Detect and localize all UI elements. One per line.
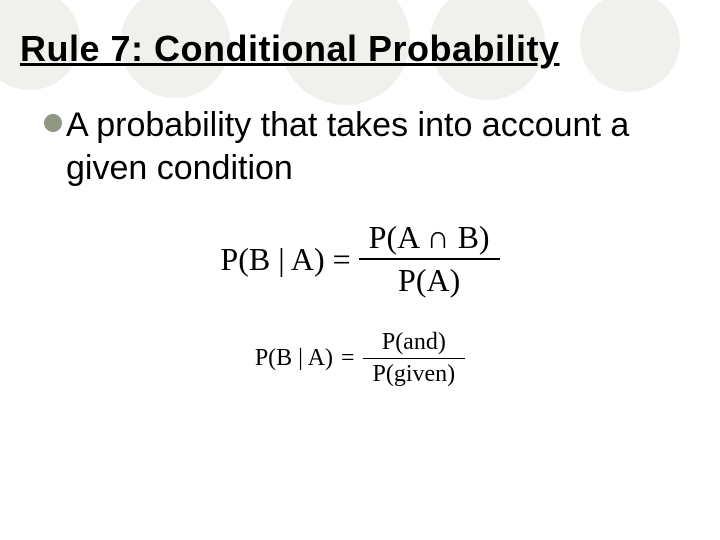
formula1-fraction: P(A ∩ B) P(A) [359, 217, 500, 301]
bullet-text: A probability that takes into account a … [66, 104, 690, 189]
formula1-eq: = [325, 241, 359, 278]
formula-conditional-probability: P(B | A) = P(A ∩ B) P(A) [0, 217, 720, 301]
formula1-numerator: P(A ∩ B) [359, 217, 500, 258]
slide-title: Rule 7: Conditional Probability [0, 0, 720, 86]
bullet-icon [44, 114, 62, 132]
formula2-numerator: P(and) [372, 327, 456, 358]
formula1-denominator: P(A) [388, 260, 470, 301]
formula2-eq: = [333, 345, 363, 372]
formula2-lhs: P(B | A) [255, 345, 333, 372]
formula1-lhs: P(B | A) [220, 241, 324, 278]
bullet-item: A probability that takes into account a … [0, 86, 720, 189]
formula2-fraction: P(and) P(given) [363, 327, 466, 390]
formula-conditional-probability-words: P(B | A) = P(and) P(given) [0, 327, 720, 390]
formula2-denominator: P(given) [363, 359, 466, 390]
